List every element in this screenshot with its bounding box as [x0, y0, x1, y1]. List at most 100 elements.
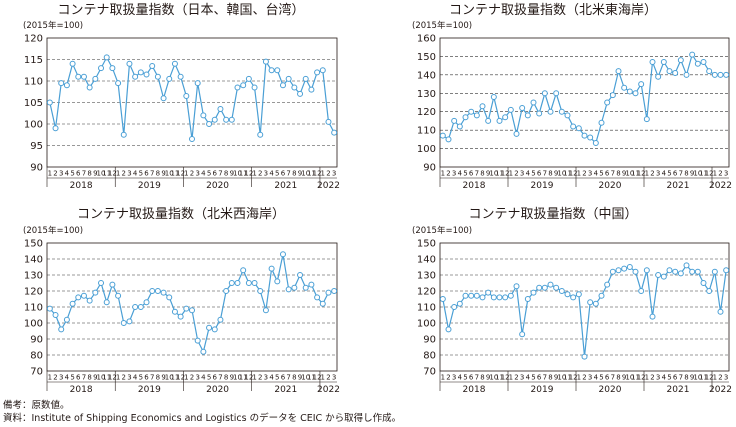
x-tick-label: 5 [531, 374, 535, 382]
x-tick-label: 11 [631, 170, 640, 178]
data-point [615, 267, 622, 274]
year-label: 2018 [463, 181, 486, 191]
x-tick-label: 7 [82, 374, 86, 382]
x-tick-label: 12 [313, 374, 322, 382]
data-point [92, 289, 99, 296]
x-tick-label: 7 [475, 170, 479, 178]
data-point [479, 103, 486, 110]
x-tick-label: 8 [684, 170, 688, 178]
x-tick-label: 5 [139, 374, 143, 382]
chart-panel-4: コンテナ取扱量指数（中国）(2015年=100)7080901001101201… [412, 207, 732, 395]
x-tick-label: 9 [230, 170, 234, 178]
data-point [655, 73, 662, 80]
x-tick-label: 1 [577, 374, 581, 382]
y-tick-label: 140 [417, 255, 436, 266]
y-tick-label: 110 [417, 126, 436, 137]
data-point [234, 280, 241, 286]
data-point [120, 320, 127, 326]
x-tick-label: 4 [594, 170, 599, 178]
data-point [166, 75, 173, 82]
data-point [132, 73, 139, 80]
y-tick-label: 80 [423, 351, 436, 362]
x-tick-label: 8 [480, 374, 484, 382]
y-tick-label: 110 [417, 303, 436, 314]
year-label: 2021 [667, 385, 690, 395]
x-tick-label: 12 [176, 170, 185, 178]
x-tick-label: 4 [133, 170, 138, 178]
y-tick-label: 100 [24, 319, 43, 330]
data-point [103, 299, 110, 306]
x-tick-label: 1 [713, 374, 717, 382]
x-tick-label: 7 [218, 374, 222, 382]
x-tick-label: 4 [526, 170, 531, 178]
data-point [285, 75, 292, 82]
x-tick-label: 2 [718, 170, 722, 178]
x-tick-label: 8 [87, 374, 91, 382]
data-point [536, 110, 543, 117]
data-point [541, 90, 548, 97]
data-point [524, 112, 531, 119]
unit-label: (2015年=100) [23, 20, 83, 31]
data-point [217, 316, 224, 323]
x-tick-label: 12 [313, 170, 322, 178]
x-tick-label: 3 [588, 374, 592, 382]
x-tick-label: 6 [469, 374, 474, 382]
x-tick-label: 1 [48, 170, 52, 178]
data-point [485, 289, 492, 296]
x-tick-label: 3 [724, 170, 728, 178]
data-point [649, 313, 656, 320]
data-point [132, 304, 139, 310]
data-point [200, 348, 207, 355]
data-point [564, 291, 571, 298]
y-tick-label: 140 [417, 70, 436, 81]
data-point [632, 268, 639, 275]
data-point [109, 65, 116, 72]
x-tick-label: 3 [588, 170, 592, 178]
data-point [268, 67, 275, 74]
x-tick-label: 10 [489, 374, 498, 382]
x-tick-label: 8 [224, 170, 228, 178]
data-point [228, 280, 235, 286]
x-tick-label: 9 [298, 374, 302, 382]
data-point [558, 288, 565, 294]
x-tick-label: 2 [190, 170, 194, 178]
data-point [598, 292, 605, 299]
data-point [456, 123, 463, 130]
x-tick-label: 8 [292, 374, 296, 382]
data-point [445, 136, 452, 143]
x-tick-label: 7 [611, 374, 615, 382]
x-tick-label: 5 [463, 374, 467, 382]
y-tick-label: 150 [24, 239, 43, 250]
x-tick-label: 3 [127, 374, 131, 382]
data-point [314, 294, 321, 301]
x-tick-label: 9 [93, 170, 97, 178]
data-point [223, 288, 230, 294]
data-point [672, 70, 679, 77]
x-tick-label: 8 [548, 374, 552, 382]
data-point [319, 67, 326, 74]
x-tick-label: 4 [458, 374, 463, 382]
data-point [171, 308, 178, 315]
year-label: 2019 [138, 385, 161, 395]
year-label: 2020 [206, 385, 229, 395]
data-point [479, 294, 486, 301]
year-label: 2022 [317, 181, 340, 191]
x-tick-label: 6 [144, 170, 149, 178]
x-tick-label: 4 [594, 374, 599, 382]
x-tick-label: 2 [718, 374, 722, 382]
x-tick-label: 7 [543, 170, 547, 178]
data-point [98, 280, 105, 286]
x-tick-label: 8 [156, 374, 160, 382]
x-tick-label: 11 [307, 170, 316, 178]
data-point [58, 80, 65, 87]
note-line-1: 備考：原数値。 [3, 400, 70, 411]
data-point [120, 131, 127, 138]
data-point [211, 116, 218, 123]
chart-grid: コンテナ取扱量指数（日本、韓国、台湾）(2015年=100)9095100105… [23, 2, 732, 395]
data-point [279, 251, 286, 258]
x-tick-label: 11 [170, 170, 179, 178]
data-point [302, 75, 309, 82]
y-tick-label: 130 [417, 89, 436, 100]
data-point [189, 307, 195, 314]
year-label: 2021 [667, 181, 690, 191]
